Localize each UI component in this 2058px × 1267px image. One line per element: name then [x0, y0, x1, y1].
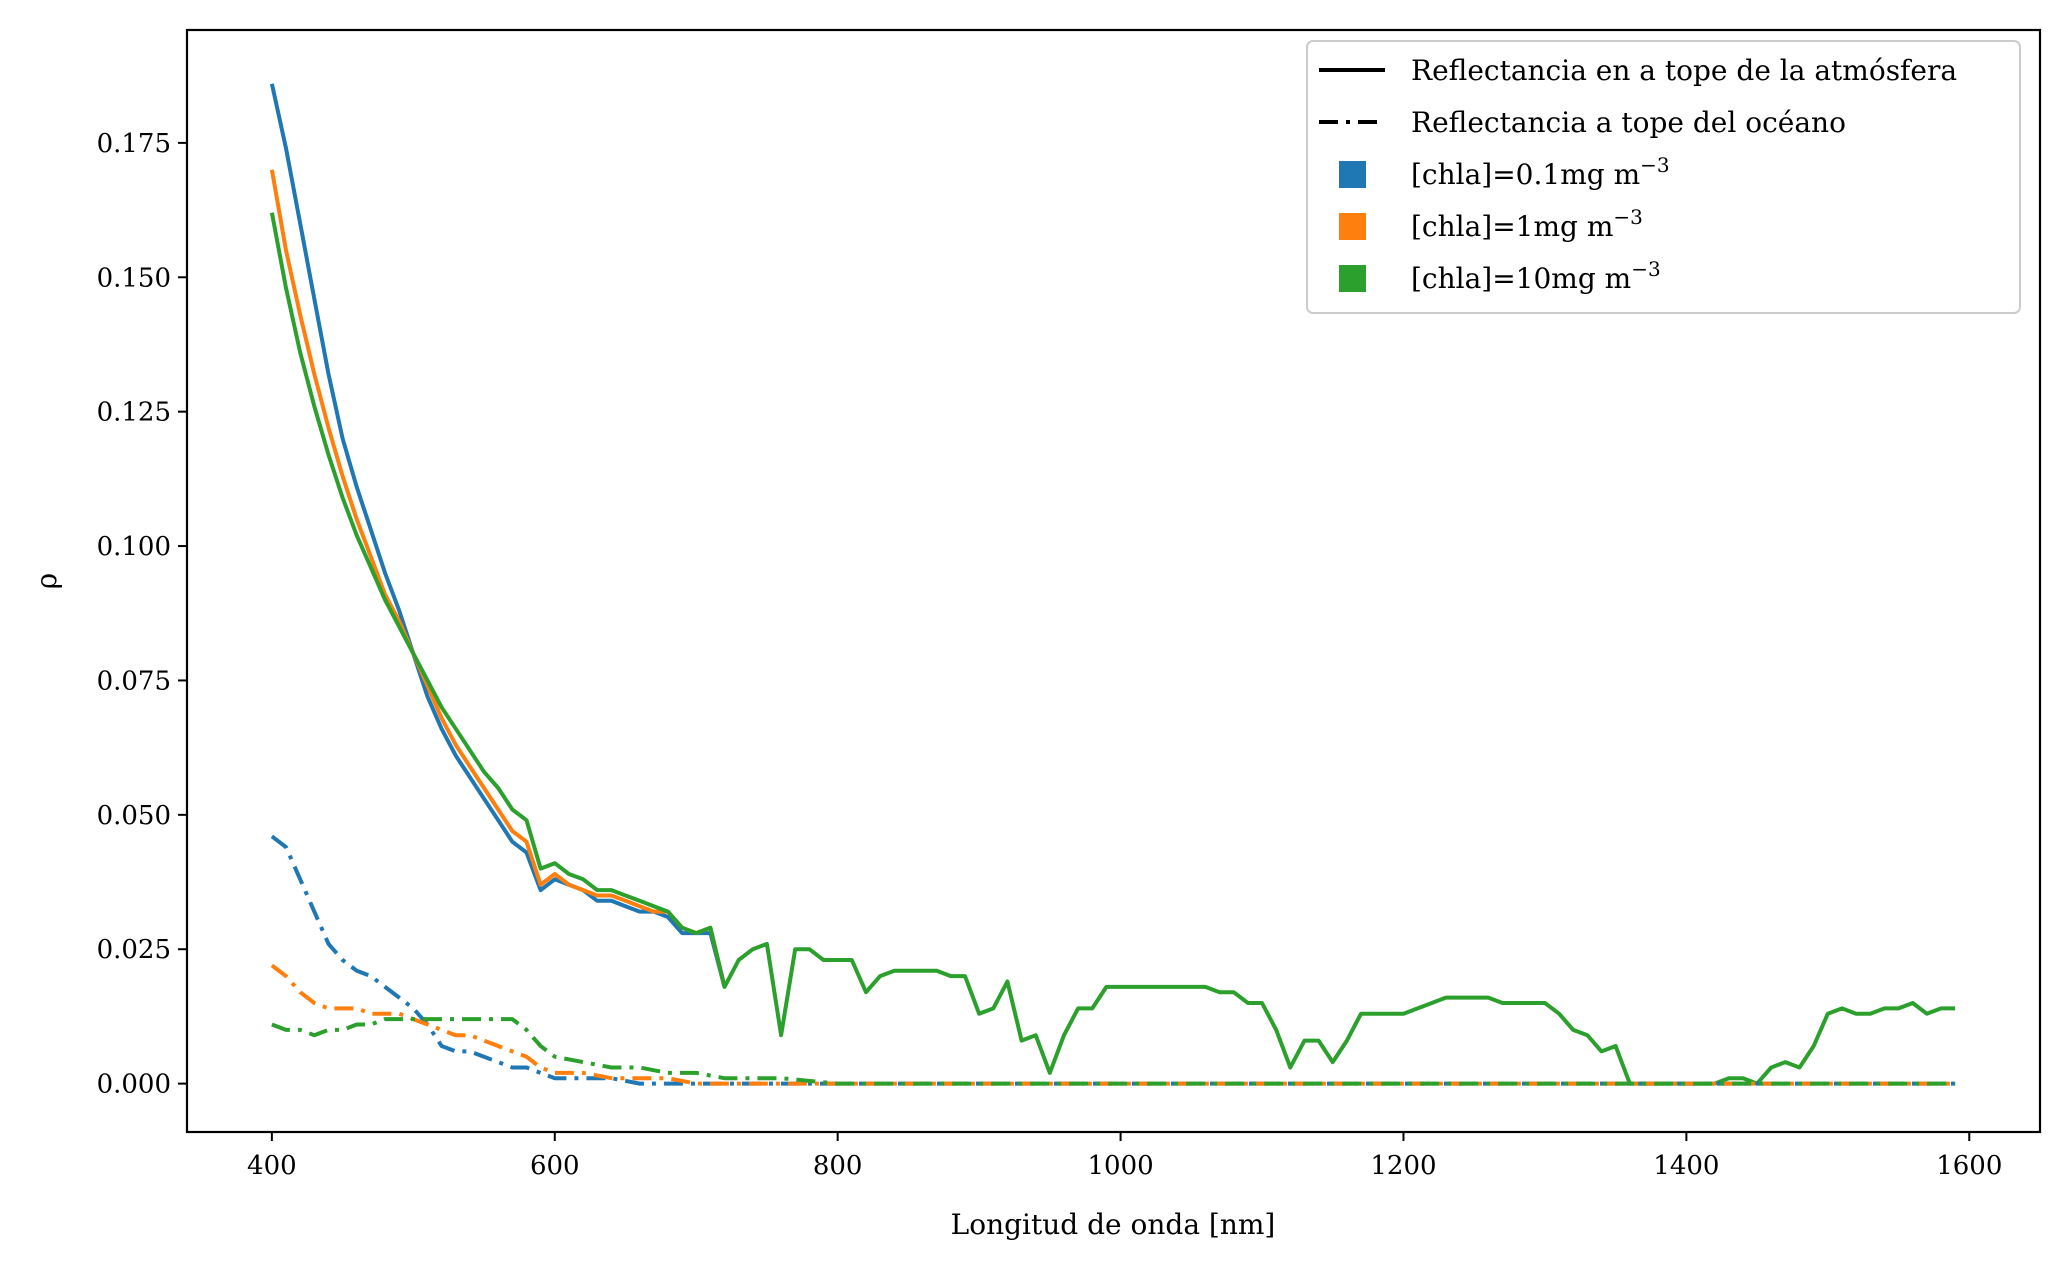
- series-line-5-dashdot: [271, 1017, 1956, 1086]
- x-tick-label: 1600: [1936, 1151, 2002, 1181]
- x-tick-label: 600: [530, 1151, 580, 1181]
- legend-label: Reflectancia a tope del océano: [1411, 106, 1846, 139]
- y-tick-label: 0.075: [97, 666, 171, 696]
- y-axis-ticks: 0.000 0.025 0.050 0.075 0.100 0.125 0.150 0.175: [97, 129, 187, 1100]
- legend: Reflectancia en a tope de la atmósfera Re…: [1306, 40, 2021, 314]
- x-tick-label: 1000: [1087, 1151, 1153, 1181]
- legend-color-swatch: [1339, 265, 1366, 292]
- x-tick-label: 1400: [1653, 1151, 1719, 1181]
- legend-color-swatch: [1339, 161, 1366, 188]
- plot-frame: [185, 28, 2042, 1134]
- x-tick-label: 1200: [1370, 1151, 1436, 1181]
- x-tick-label: 800: [813, 1151, 863, 1181]
- y-tick-label: 0.050: [97, 801, 171, 831]
- x-axis-ticks: 400 600 800 1000 1200 1400 1600: [247, 1132, 2002, 1181]
- series-line-1-solid: [269, 169, 727, 988]
- y-tick-label: 0.175: [97, 129, 171, 159]
- series-layer: [269, 83, 1956, 1086]
- y-tick-label: 0.125: [97, 398, 171, 428]
- y-axis-label: ρ: [30, 573, 63, 589]
- legend-label: [chla]=10mg m−3: [1411, 257, 1661, 295]
- legend-box: [1306, 40, 2021, 314]
- y-tick-label: 0.100: [97, 532, 171, 562]
- legend-color-swatch: [1339, 213, 1366, 240]
- y-tick-label: 0.025: [97, 935, 171, 965]
- x-axis-label: Longitud de onda [nm]: [951, 1208, 1276, 1241]
- legend-label: Reflectancia en a tope de la atmósfera: [1411, 54, 1957, 87]
- legend-label: [chla]=0.1mg m−3: [1411, 153, 1670, 191]
- y-tick-label: 0.000: [97, 1070, 171, 1100]
- x-tick-label: 400: [247, 1151, 297, 1181]
- legend-label: [chla]=1mg m−3: [1411, 205, 1643, 243]
- y-tick-label: 0.150: [97, 263, 171, 293]
- series-line-4-dashdot: [270, 963, 1956, 1086]
